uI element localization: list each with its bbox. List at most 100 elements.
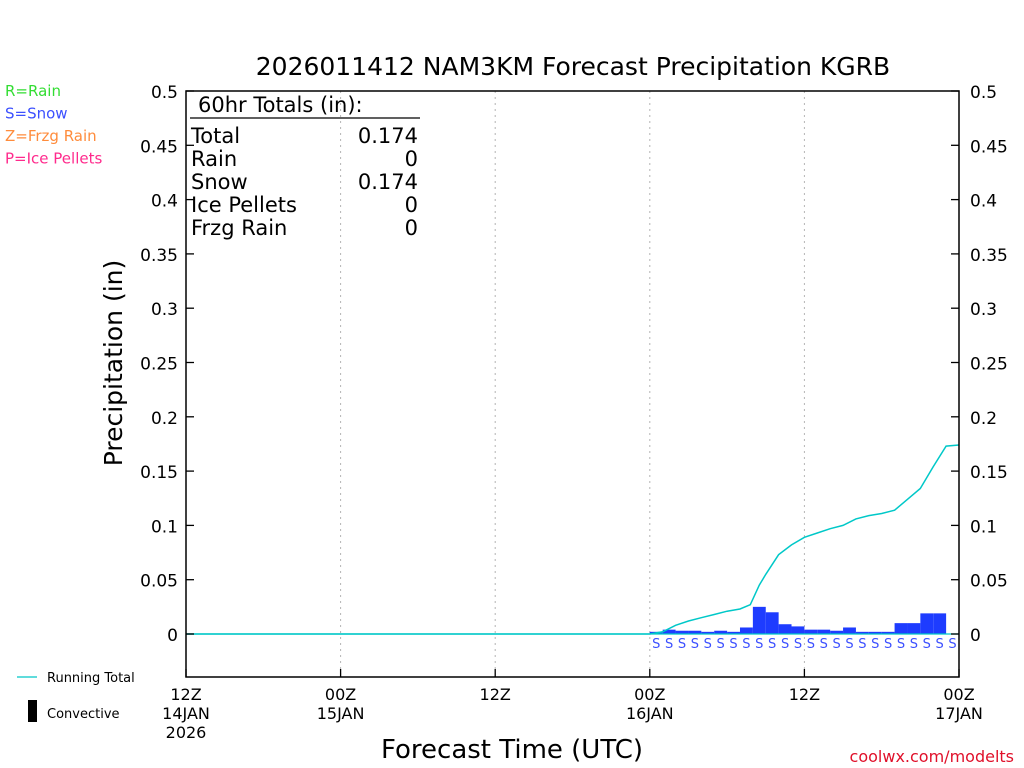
x-tick-time-4: 12Z <box>789 685 820 704</box>
x-tick-time-5: 00Z <box>943 685 974 704</box>
ptype-marker-21: S <box>923 637 931 652</box>
bar-series <box>649 606 947 634</box>
totals-value-3: 0 <box>405 193 418 217</box>
totals-label-1: Rain <box>191 147 237 171</box>
y-axis-label: Precipitation (in) <box>99 260 128 467</box>
ptype-marker-3: S <box>691 637 699 652</box>
ptype-marker-0: S <box>652 637 660 652</box>
bar-11 <box>791 626 805 634</box>
y-tick-label-right-3: 0.15 <box>970 463 1008 483</box>
bar-7 <box>739 627 753 634</box>
y-tick-label-right-2: 0.1 <box>970 517 997 537</box>
x-axis-label: Forecast Time (UTC) <box>381 735 643 765</box>
y-tick-label-right-9: 0.45 <box>970 137 1008 157</box>
x-tick-date-3: 16JAN <box>626 704 674 723</box>
y-tick-label-right-7: 0.35 <box>970 246 1008 266</box>
x-tick-time-0: 12Z <box>170 685 201 704</box>
bar-15 <box>843 627 856 634</box>
totals-value-4: 0 <box>405 216 418 240</box>
totals-value-0: 0.174 <box>358 124 418 148</box>
x-tick-date-5: 17JAN <box>935 704 983 723</box>
ptype-marker-12: S <box>807 637 815 652</box>
totals-label-2: Snow <box>191 170 248 194</box>
totals-label-0: Total <box>190 124 240 148</box>
ptype-marker-5: S <box>717 637 725 652</box>
series-legend: Running Total Convective <box>17 671 135 722</box>
ptype-marker-11: S <box>794 637 802 652</box>
legend-bar-swatch <box>28 700 37 722</box>
ptype-legend-item-2: Z=Frzg Rain <box>5 127 97 145</box>
grid-lines <box>340 91 805 677</box>
y-tick-label-right-1: 0.05 <box>970 572 1008 592</box>
ptype-marker-22: S <box>936 637 944 652</box>
ptype-marker-15: S <box>845 637 853 652</box>
bar-2 <box>675 630 689 634</box>
y-tick-label-left-5: 0.25 <box>140 355 178 375</box>
plot-frame <box>185 90 960 678</box>
x-tick-year-0: 2026 <box>166 723 207 742</box>
totals-value-1: 0 <box>405 147 418 171</box>
ptype-marker-7: S <box>742 637 750 652</box>
ptype-legend-item-1: S=Snow <box>5 105 68 123</box>
y-axis-ticks: 0 00.05 0.050.1 0.10.15 0.150.2 0.20.25 0.250.… <box>140 83 1008 646</box>
y-tick-label-left-3: 0.15 <box>140 463 178 483</box>
bar-10 <box>778 624 792 634</box>
bar-5 <box>714 630 728 634</box>
bar-8 <box>752 606 766 634</box>
totals-box: 60hr Totals (in): Total 0.174 Rain 0 Snow 0.1… <box>190 93 420 240</box>
totals-label-3: Ice Pellets <box>191 193 297 217</box>
y-tick-label-left-7: 0.35 <box>140 246 178 266</box>
y-tick-label-left-6: 0.3 <box>151 300 178 320</box>
y-tick-label-left-4: 0.2 <box>151 409 178 429</box>
ptype-marker-4: S <box>704 637 712 652</box>
y-tick-label-left-2: 0.1 <box>151 517 178 537</box>
y-tick-label-right-8: 0.4 <box>970 192 997 212</box>
bar-21 <box>920 613 934 634</box>
y-tick-label-left-10: 0.5 <box>151 83 178 103</box>
bar-4 <box>701 631 715 634</box>
ptype-marker-10: S <box>781 637 789 652</box>
ptype-marker-23: S <box>948 637 956 652</box>
series-legend-label-1: Convective <box>47 707 120 722</box>
x-tick-date-1: 15JAN <box>317 704 365 723</box>
precip-type-legend: R=Rain S=Snow Z=Frzg Rain P=Ice Pellets <box>5 82 102 168</box>
bar-17 <box>868 631 882 634</box>
totals-header: 60hr Totals (in): <box>198 93 363 117</box>
ptype-marker-9: S <box>768 637 776 652</box>
ptype-marker-6: S <box>729 637 737 652</box>
y-tick-label-right-6: 0.3 <box>970 300 997 320</box>
totals-value-2: 0.174 <box>358 170 418 194</box>
bar-6 <box>727 631 740 634</box>
series-legend-label-0: Running Total <box>47 671 135 686</box>
ptype-marker-16: S <box>858 637 866 652</box>
x-tick-time-2: 12Z <box>480 685 511 704</box>
credit-text: coolwx.com/modelts <box>850 747 1014 766</box>
x-tick-time-1: 00Z <box>325 685 356 704</box>
y-tick-label-right-4: 0.2 <box>970 409 997 429</box>
y-tick-label-left-0: 0 <box>167 626 178 646</box>
ptype-marker-2: S <box>678 637 686 652</box>
bar-20 <box>907 623 921 634</box>
bar-16 <box>855 631 869 634</box>
running-total-line <box>186 444 960 635</box>
y-tick-label-right-10: 0.5 <box>970 83 997 103</box>
running-total-path <box>186 444 960 635</box>
ptype-legend-item-0: R=Rain <box>5 82 61 100</box>
y-tick-label-right-5: 0.25 <box>970 355 1008 375</box>
y-tick-label-right-0: 0 <box>970 626 981 646</box>
totals-label-4: Frzg Rain <box>191 216 287 240</box>
bar-18 <box>881 631 895 634</box>
y-tick-label-left-8: 0.4 <box>151 192 178 212</box>
bar-9 <box>765 612 779 634</box>
ptype-marker-8: S <box>755 637 763 652</box>
bar-19 <box>894 623 908 634</box>
chart-title: 2026011412 NAM3KM Forecast Precipitation… <box>256 52 890 81</box>
y-tick-label-left-9: 0.45 <box>140 137 178 157</box>
bar-14 <box>830 630 844 634</box>
bar-13 <box>817 629 831 634</box>
bar-3 <box>688 630 702 634</box>
ptype-marker-13: S <box>820 637 828 652</box>
bar-12 <box>804 629 818 634</box>
